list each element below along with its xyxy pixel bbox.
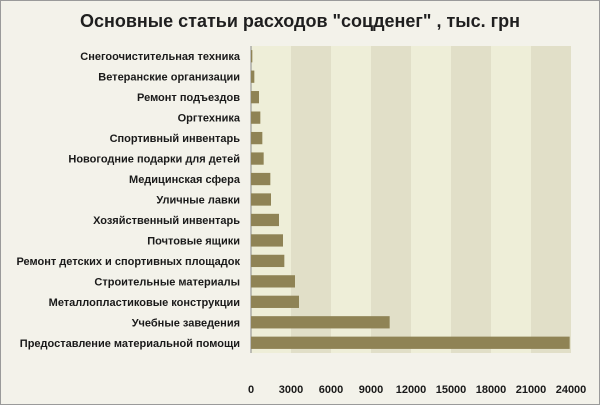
- bar: [251, 111, 261, 124]
- plot-band: [491, 46, 531, 353]
- category-label: Ветеранские организации: [98, 72, 240, 84]
- bar: [251, 275, 295, 288]
- bar: [251, 193, 271, 206]
- category-label: Уличные лавки: [156, 195, 240, 207]
- plot-band: [531, 46, 571, 353]
- bar: [251, 70, 255, 83]
- x-tick-label: 21000: [516, 384, 547, 396]
- x-tick-label: 12000: [396, 384, 427, 396]
- bar: [251, 172, 271, 186]
- bar: [251, 91, 259, 104]
- category-label: Оргтехника: [178, 113, 241, 125]
- x-tick-label: 3000: [279, 384, 303, 396]
- bar: [251, 295, 299, 308]
- x-tick-label: 18000: [476, 384, 507, 396]
- plot-band: [411, 46, 451, 353]
- category-label: Снегоочистительная техника: [80, 51, 241, 63]
- category-label: Почтовые ящики: [147, 235, 240, 247]
- chart-title: Основные статьи расходов "соцденег" , ты…: [79, 11, 521, 31]
- category-label: Новогодние подарки для детей: [68, 154, 240, 166]
- bar: [251, 213, 279, 227]
- x-tick-label: 6000: [319, 384, 343, 396]
- x-tick-label: 0: [248, 384, 254, 396]
- category-label: Медицинская сфера: [129, 174, 241, 186]
- bar: [251, 254, 285, 268]
- plot-band: [371, 46, 411, 353]
- category-label: Ремонт подъездов: [137, 92, 240, 104]
- bar: [251, 336, 570, 349]
- category-label: Хозяйственный инвентарь: [93, 215, 240, 227]
- plot-band: [451, 46, 491, 353]
- category-label: Спортивный инвентарь: [110, 133, 241, 145]
- bar: [251, 152, 264, 165]
- category-label: Ремонт детских и спортивных площадок: [16, 256, 240, 268]
- category-label: Строительные материалы: [94, 276, 240, 288]
- category-label: Учебные заведения: [132, 317, 240, 329]
- category-label: Металлопластиковые конструкции: [49, 297, 240, 309]
- x-tick-label: 24000: [556, 384, 587, 396]
- bar: [251, 50, 253, 63]
- bar: [251, 131, 263, 145]
- category-label: Предоставление материальной помощи: [20, 338, 240, 350]
- bar: [251, 234, 283, 247]
- bar: [251, 316, 390, 329]
- x-tick-label: 9000: [359, 384, 383, 396]
- plot-band: [331, 46, 371, 353]
- x-tick-label: 15000: [436, 384, 467, 396]
